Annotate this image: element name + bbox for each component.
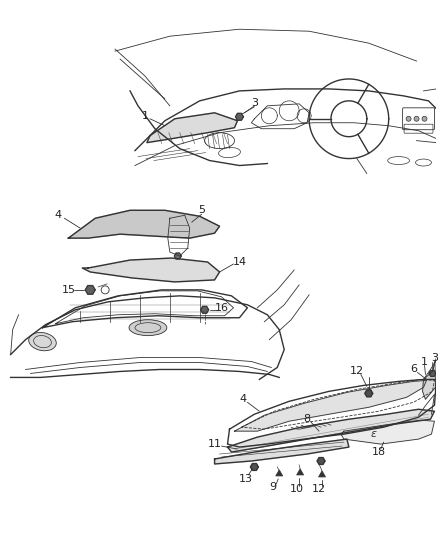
Circle shape <box>414 116 419 121</box>
Polygon shape <box>251 464 258 471</box>
Polygon shape <box>236 114 244 120</box>
Polygon shape <box>423 358 436 399</box>
Text: 10: 10 <box>290 484 304 494</box>
Text: 13: 13 <box>238 474 252 484</box>
Text: 15: 15 <box>61 285 75 295</box>
Text: 3: 3 <box>251 98 258 108</box>
Polygon shape <box>317 457 325 464</box>
Text: ε: ε <box>371 429 377 439</box>
Polygon shape <box>201 306 208 313</box>
Polygon shape <box>68 211 219 238</box>
Text: 9: 9 <box>270 482 277 492</box>
Polygon shape <box>85 286 95 294</box>
Polygon shape <box>227 409 434 452</box>
Polygon shape <box>174 253 181 259</box>
Polygon shape <box>429 370 436 376</box>
Polygon shape <box>234 381 427 431</box>
Text: 4: 4 <box>240 394 247 405</box>
Polygon shape <box>147 113 237 143</box>
Ellipse shape <box>129 320 167 336</box>
Polygon shape <box>365 390 373 397</box>
Text: 3: 3 <box>431 352 438 362</box>
Text: 1: 1 <box>141 111 148 121</box>
Text: 6: 6 <box>410 365 417 375</box>
Polygon shape <box>215 439 349 464</box>
Polygon shape <box>82 258 219 282</box>
Text: 12: 12 <box>312 484 326 494</box>
Text: 11: 11 <box>208 439 222 449</box>
Polygon shape <box>341 420 434 444</box>
Text: 14: 14 <box>233 257 247 267</box>
Text: 12: 12 <box>350 367 364 376</box>
Text: 8: 8 <box>304 414 311 424</box>
Text: 4: 4 <box>55 210 62 220</box>
Text: 1: 1 <box>421 357 428 367</box>
Ellipse shape <box>28 333 56 351</box>
Text: 18: 18 <box>372 447 386 457</box>
Text: 16: 16 <box>215 303 229 313</box>
Circle shape <box>406 116 411 121</box>
Circle shape <box>422 116 427 121</box>
Text: 5: 5 <box>198 205 205 215</box>
